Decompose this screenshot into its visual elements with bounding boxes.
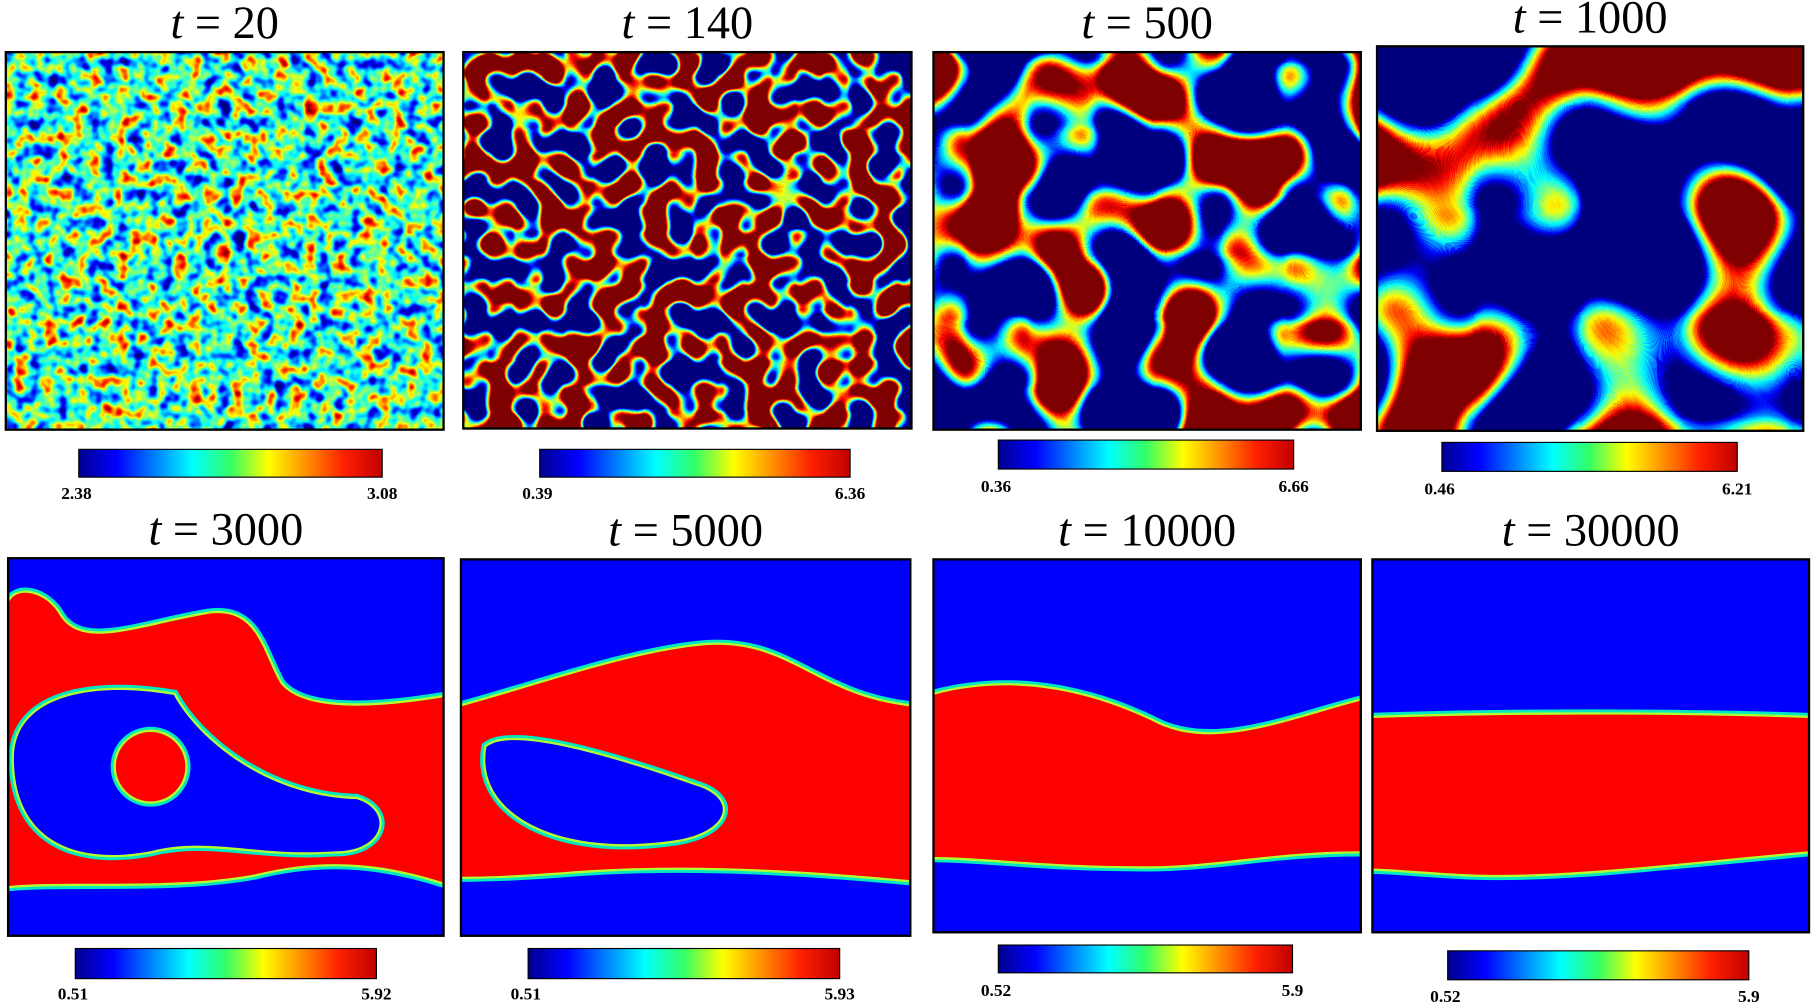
panel: t = 1000 0.46 6.21: [1375, 0, 1805, 499]
panel-frame: [462, 50, 913, 430]
colorbar-max: 5.9: [1738, 987, 1760, 1006]
colorbar: [997, 944, 1294, 974]
colorbar-min: 0.52: [981, 981, 1011, 1000]
panel-frame: [932, 50, 1362, 431]
phase-region: [485, 740, 723, 845]
colorbar-min: 0.46: [1424, 480, 1455, 499]
field-image: [1372, 559, 1810, 933]
field: [933, 52, 1361, 430]
colorbar-min: 0.51: [58, 984, 88, 1003]
field-image: [933, 559, 1361, 933]
field-image: [463, 52, 912, 429]
field-image: [5, 52, 444, 430]
field: [1377, 46, 1804, 431]
panel-frame: [4, 50, 445, 431]
colorbar-max: 5.92: [361, 984, 391, 1003]
phase-region: [115, 731, 186, 802]
colorbar-min: 0.39: [522, 484, 553, 503]
colorbar-max: 6.21: [1722, 480, 1752, 499]
colorbar: [78, 448, 383, 478]
panel: t = 140 0.39 6.36: [462, 0, 913, 503]
field-image: [460, 559, 911, 936]
panel-title: t = 140: [622, 0, 754, 49]
colorbar: [997, 439, 1295, 470]
field: [463, 52, 912, 429]
panel: t = 5000 0.51 5.93: [459, 505, 912, 1003]
field-image: [1377, 46, 1804, 431]
panel-title: t = 500: [1081, 0, 1213, 49]
colorbar-max: 6.36: [835, 484, 866, 503]
panel-frame: [932, 558, 1362, 934]
panel-title: t = 30000: [1502, 505, 1680, 556]
field-image: [8, 558, 444, 936]
panel-title: t = 3000: [148, 504, 303, 555]
panel-title: t = 10000: [1058, 505, 1236, 556]
phase-region: [13, 689, 380, 855]
phase-region: [933, 685, 1361, 867]
panel-frame: [1375, 45, 1805, 432]
panel: t = 20 2.38 3.08: [4, 0, 445, 503]
colorbar: [74, 947, 377, 980]
colorbar-max: 6.66: [1278, 477, 1309, 496]
panel: t = 500 0.36 6.66: [932, 0, 1362, 496]
colorbar-max: 5.9: [1282, 981, 1304, 1000]
colorbar-max: 3.08: [367, 484, 398, 503]
colorbar: [1441, 441, 1738, 472]
panel: t = 10000 0.52 5.9: [932, 505, 1362, 1000]
panel-frame: [1371, 558, 1811, 934]
panel-frame: [459, 558, 912, 937]
panel-title: t = 5000: [608, 505, 763, 556]
colorbar: [539, 448, 851, 478]
colorbar: [1447, 950, 1750, 981]
colorbar-min: 0.36: [981, 477, 1012, 496]
field-image: [933, 52, 1361, 430]
panel-frame: [6, 557, 445, 937]
colorbar: [527, 947, 841, 980]
colorbar-min: 0.52: [1430, 987, 1460, 1006]
panel: t = 30000 0.52 5.9: [1371, 505, 1811, 1006]
field: [5, 52, 444, 430]
phase-region: [1372, 714, 1810, 875]
colorbar-min: 2.38: [61, 484, 92, 503]
panel-title: t = 1000: [1513, 0, 1668, 43]
panel-title: t = 20: [170, 0, 278, 49]
panel: t = 3000 0.51 5.92: [6, 504, 445, 1003]
colorbar-min: 0.51: [511, 984, 541, 1003]
colorbar-max: 5.93: [824, 984, 855, 1003]
